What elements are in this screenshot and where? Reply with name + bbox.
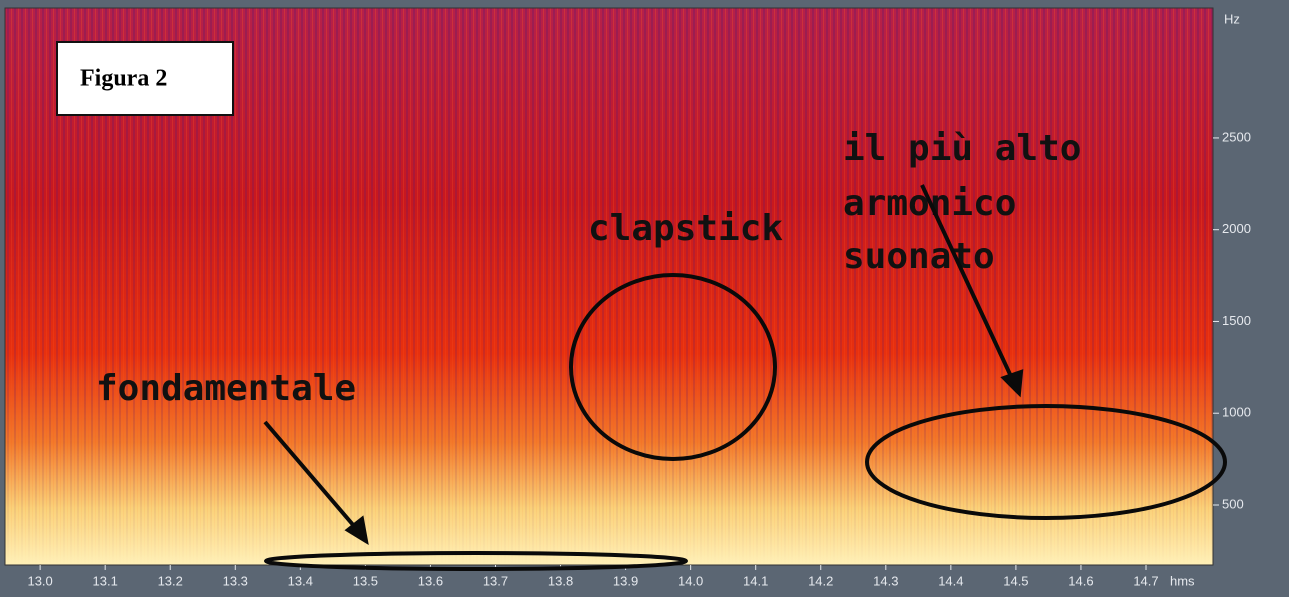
plot-border: [4, 7, 1214, 566]
annotation: il più alto: [843, 128, 1081, 169]
x-tick-label: 13.1: [93, 573, 118, 588]
x-tick-label: 13.6: [418, 573, 443, 588]
x-tick-label: 14.7: [1133, 573, 1158, 588]
y-tick-label: 2500: [1222, 129, 1251, 144]
x-unit: hms: [1170, 573, 1195, 588]
arrowhead: [1000, 369, 1024, 398]
figure-label: Figura 2: [80, 66, 167, 92]
x-tick-label: 13.3: [223, 573, 248, 588]
annotation: clapstick: [588, 208, 783, 249]
arrow: [920, 184, 1017, 386]
x-tick-label: 14.0: [678, 573, 703, 588]
x-tick-label: 13.8: [548, 573, 573, 588]
annotation: fondamentale: [96, 368, 356, 409]
axes: 13.0 13.1 13.2 13.3 13.4 13.5 13.6 13.7 13.8 13.9…: [27, 129, 1250, 588]
arrow: [263, 420, 362, 535]
x-tick-label: 13.2: [158, 573, 183, 588]
figure-label-box: [56, 41, 234, 116]
x-tick-label: 14.2: [808, 573, 833, 588]
x-tick-label: 14.4: [938, 573, 963, 588]
y-tick-label: 1500: [1222, 313, 1251, 328]
y-tick-label: 1000: [1222, 405, 1251, 420]
y-tick-label: 500: [1222, 496, 1244, 511]
arrowhead: [344, 515, 369, 546]
x-tick-label: 13.7: [483, 573, 508, 588]
x-tick-label: 14.1: [743, 573, 768, 588]
x-tick-label: 13.0: [27, 573, 52, 588]
x-tick-label: 14.5: [1003, 573, 1028, 588]
y-tick-label: 2000: [1222, 221, 1251, 236]
x-tick-label: 13.9: [613, 573, 638, 588]
circle-marking: [569, 273, 777, 461]
ellipse-marking: [264, 551, 688, 571]
markings: [263, 184, 1227, 571]
y-unit: Hz: [1224, 11, 1240, 26]
ellipse-marking: [865, 404, 1227, 520]
x-tick-label: 13.4: [288, 573, 313, 588]
annotation: suonato: [843, 236, 995, 277]
x-tick-label: 14.6: [1068, 573, 1093, 588]
x-tick-label: 13.5: [353, 573, 378, 588]
x-tick-label: 14.3: [873, 573, 898, 588]
